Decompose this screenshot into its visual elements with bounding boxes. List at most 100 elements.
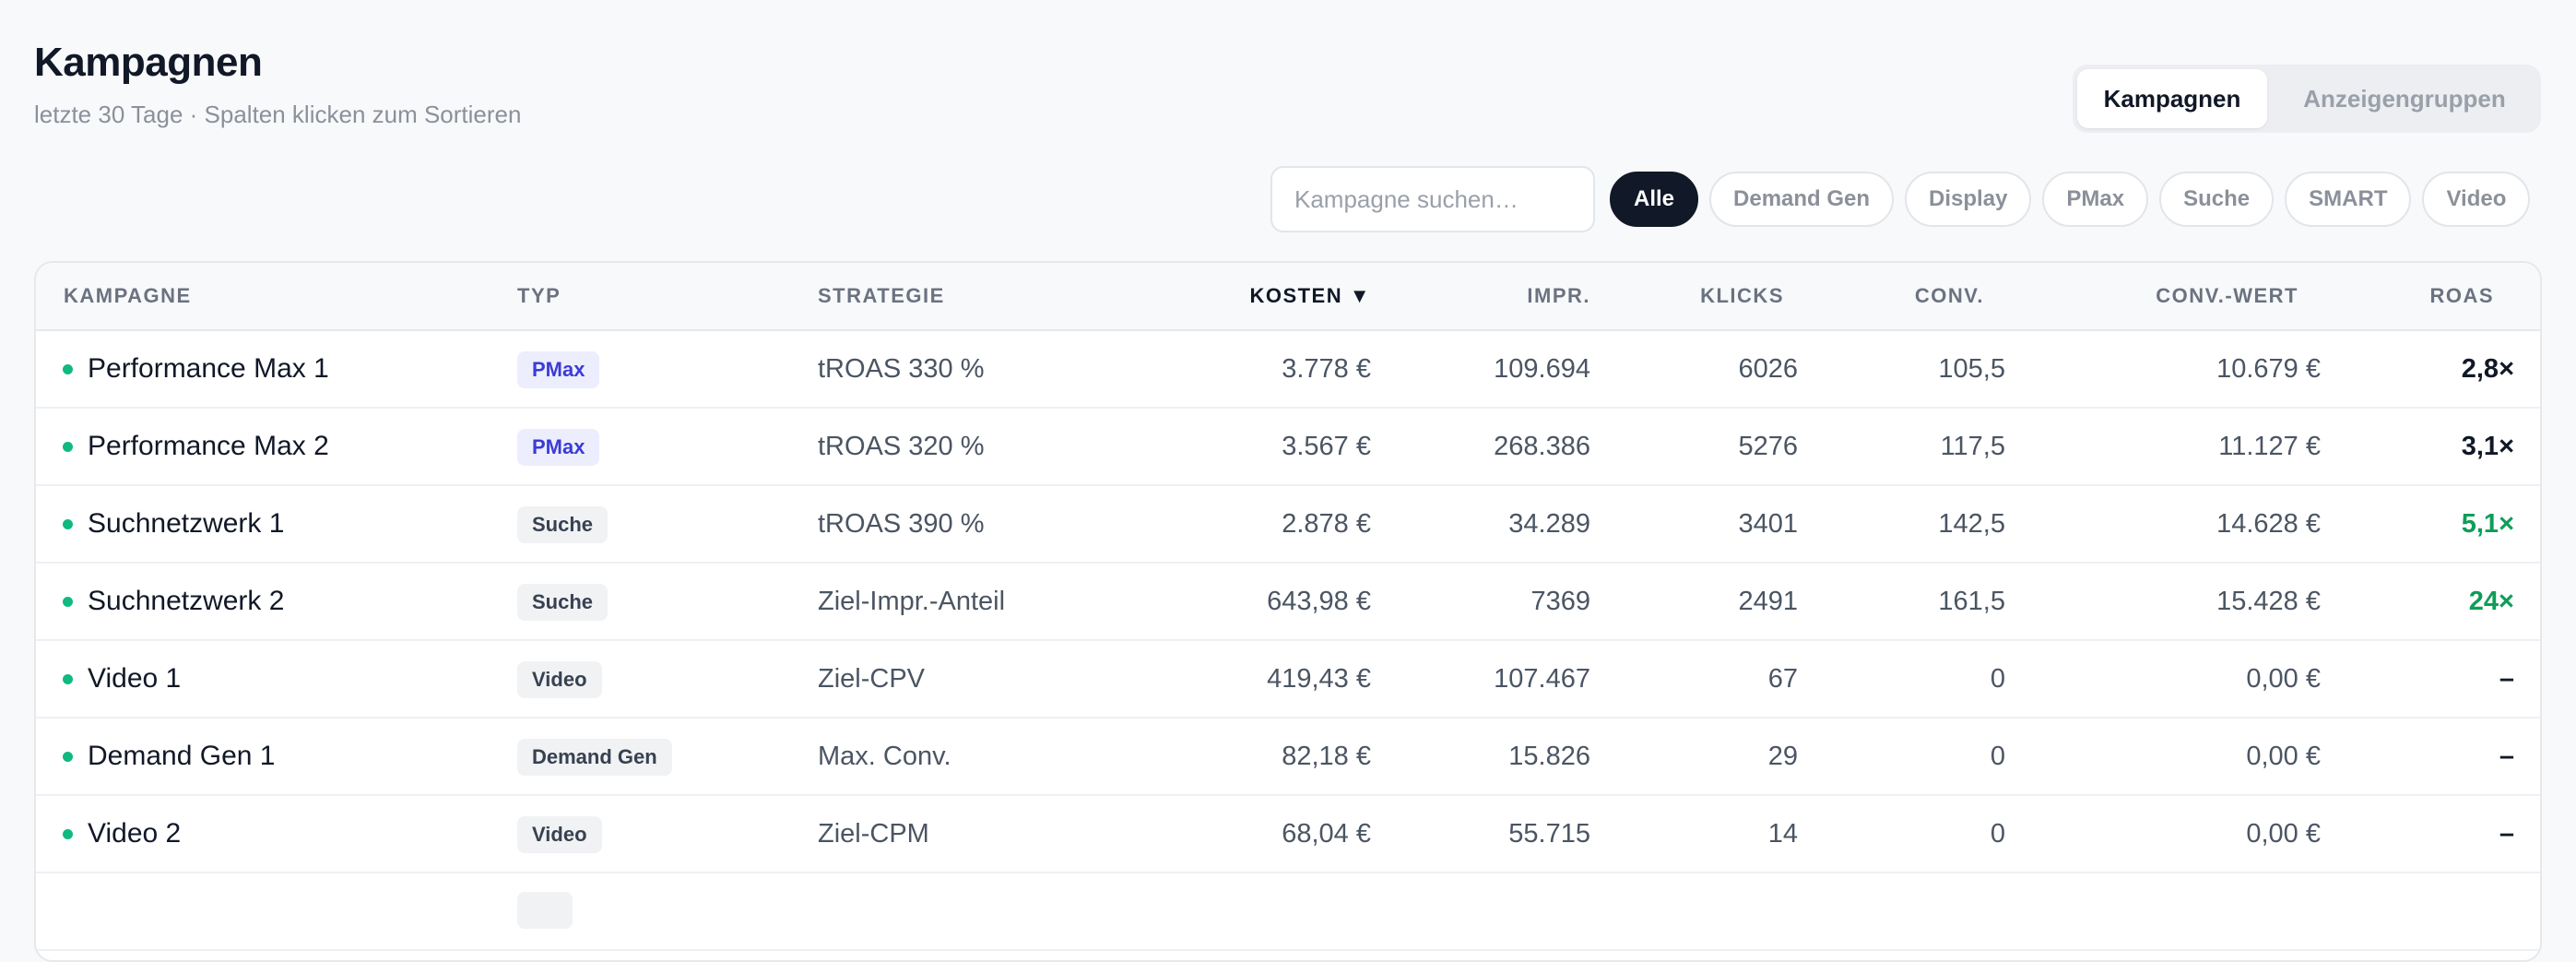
bid-strategy: Ziel-CPM xyxy=(818,819,929,849)
column-header-type[interactable]: TYP xyxy=(517,284,561,307)
filter-chip-display[interactable]: Display xyxy=(1905,172,2032,227)
conversion-value: 11.127 € xyxy=(2218,432,2321,461)
column-header-clicks[interactable]: KLICKS xyxy=(1700,284,1784,307)
impressions-value: 55.715 xyxy=(1508,819,1590,849)
bid-strategy: tROAS 320 % xyxy=(818,432,985,461)
campaign-type-badge: Suche xyxy=(517,506,609,543)
conversions-value: 161,5 xyxy=(1938,587,2005,616)
column-header-impressions[interactable]: IMPR. xyxy=(1527,284,1590,307)
roas-value: 2,8× xyxy=(2461,354,2514,384)
table-row[interactable]: Performance Max 1 PMax tROAS 330 % 3.778 € 1… xyxy=(36,331,2540,409)
campaign-name[interactable]: Performance Max 2 xyxy=(88,431,329,461)
bid-strategy: tROAS 330 % xyxy=(818,354,985,384)
table-row[interactable]: Suchnetzwerk 2 Suche Ziel-Impr.-Anteil 643,… xyxy=(36,564,2540,641)
filter-chip-search[interactable]: Suche xyxy=(2159,172,2275,227)
impressions-value: 34.289 xyxy=(1508,509,1590,539)
table-row[interactable]: Video 2 Video Ziel-CPM 68,04 € 55.715 14 0 0,00… xyxy=(36,796,2540,873)
impressions-value: 7369 xyxy=(1530,587,1590,616)
table-header: KAMPAGNE TYP STRATEGIE KOSTEN ▼ IMPR. KL… xyxy=(36,263,2540,331)
roas-value: 5,1× xyxy=(2461,509,2514,539)
column-header-strategy[interactable]: STRATEGIE xyxy=(818,284,945,307)
status-dot-icon xyxy=(63,597,73,607)
status-dot-icon xyxy=(63,364,73,374)
table-row[interactable]: Suchnetzwerk 1 Suche tROAS 390 % 2.878 € 34.… xyxy=(36,486,2540,564)
filter-chip-demand-gen[interactable]: Demand Gen xyxy=(1709,172,1895,227)
roas-value: 3,1× xyxy=(2461,432,2514,461)
table-row-partial xyxy=(36,873,2540,951)
column-header-conversions[interactable]: CONV. xyxy=(1914,284,1984,307)
page-header: Kampagnen letzte 30 Tage · Spalten klick… xyxy=(34,37,521,129)
filter-chip-pmax[interactable]: PMax xyxy=(2042,172,2149,227)
column-header-conversion-value[interactable]: CONV.-WERT xyxy=(2156,284,2298,307)
bid-strategy: Ziel-Impr.-Anteil xyxy=(818,587,1006,616)
clicks-value: 6026 xyxy=(1738,354,1798,384)
roas-value: 24× xyxy=(2468,587,2514,616)
cost-value: 68,04 € xyxy=(1282,819,1371,849)
clicks-value: 67 xyxy=(1767,664,1798,694)
campaign-type-badge: Demand Gen xyxy=(517,739,672,776)
table-row[interactable]: Video 1 Video Ziel-CPV 419,43 € 107.467 67 0 0,… xyxy=(36,641,2540,719)
campaign-name[interactable]: Suchnetzwerk 1 xyxy=(88,508,285,539)
clicks-value: 29 xyxy=(1767,742,1798,771)
conversions-value: 0 xyxy=(1990,664,2005,694)
campaign-name[interactable]: Video 2 xyxy=(88,818,182,849)
filter-chip-video[interactable]: Video xyxy=(2422,172,2531,227)
conversions-value: 0 xyxy=(1990,742,2005,771)
campaign-type-badge: Video xyxy=(517,816,602,853)
type-filter-chips: Alle Demand Gen Display PMax Suche SMART… xyxy=(1610,172,2531,227)
campaign-type-badge: Suche xyxy=(517,584,609,621)
page-subtitle: letzte 30 Tage · Spalten klicken zum Sor… xyxy=(34,101,522,128)
campaign-name[interactable]: Demand Gen 1 xyxy=(88,741,276,771)
conversion-value: 0,00 € xyxy=(2246,819,2321,849)
clicks-value: 3401 xyxy=(1738,509,1798,539)
table-row[interactable]: Demand Gen 1 Demand Gen Max. Conv. 82,18 € 1… xyxy=(36,719,2540,796)
view-toggle-campaigns[interactable]: Kampagnen xyxy=(2077,69,2267,128)
bid-strategy: Ziel-CPV xyxy=(818,664,926,694)
status-dot-icon xyxy=(63,752,73,762)
column-header-roas[interactable]: ROAS xyxy=(2429,284,2494,307)
status-dot-icon xyxy=(63,442,73,452)
conversions-value: 117,5 xyxy=(1940,432,2005,461)
clicks-value: 14 xyxy=(1767,819,1798,849)
campaign-name[interactable]: Video 1 xyxy=(88,663,182,694)
impressions-value: 109.694 xyxy=(1494,354,1590,384)
view-toggle: Kampagnen Anzeigengruppen xyxy=(2073,65,2541,133)
bid-strategy: tROAS 390 % xyxy=(818,509,985,539)
page-title: Kampagnen xyxy=(34,40,263,85)
view-toggle-adgroups[interactable]: Anzeigengruppen xyxy=(2303,84,2506,113)
conversion-value: 0,00 € xyxy=(2246,664,2321,694)
campaign-type-badge: PMax xyxy=(517,351,600,388)
conversion-value: 14.628 € xyxy=(2216,509,2321,539)
roas-value: – xyxy=(2499,819,2514,849)
cost-value: 2.878 € xyxy=(1282,509,1371,539)
campaign-name[interactable]: Performance Max 1 xyxy=(88,353,329,384)
status-dot-icon xyxy=(63,674,73,684)
column-header-cost[interactable]: KOSTEN ▼ xyxy=(1249,284,1371,307)
campaign-type-badge: PMax xyxy=(517,429,600,466)
clicks-value: 5276 xyxy=(1738,432,1798,461)
roas-value: – xyxy=(2499,664,2514,694)
campaign-name[interactable]: Suchnetzwerk 2 xyxy=(88,586,285,616)
impressions-value: 107.467 xyxy=(1494,664,1590,694)
filter-chip-all[interactable]: Alle xyxy=(1610,172,1699,227)
conversions-value: 105,5 xyxy=(1938,354,2005,384)
table-row[interactable]: Performance Max 2 PMax tROAS 320 % 3.567 € 2… xyxy=(36,409,2540,486)
status-dot-icon xyxy=(63,829,73,839)
conversion-value: 15.428 € xyxy=(2216,587,2321,616)
clicks-value: 2491 xyxy=(1738,587,1798,616)
campaign-table: KAMPAGNE TYP STRATEGIE KOSTEN ▼ IMPR. KL… xyxy=(34,261,2542,962)
filter-chip-smart[interactable]: SMART xyxy=(2285,172,2412,227)
impressions-value: 15.826 xyxy=(1508,742,1590,771)
conversions-value: 0 xyxy=(1990,819,2005,849)
cost-value: 3.567 € xyxy=(1282,432,1371,461)
column-header-campaign[interactable]: KAMPAGNE xyxy=(64,284,192,307)
campaign-type-badge: Video xyxy=(517,661,602,698)
status-dot-icon xyxy=(63,519,73,529)
conversion-value: 10.679 € xyxy=(2216,354,2321,384)
impressions-value: 268.386 xyxy=(1494,432,1590,461)
cost-value: 643,98 € xyxy=(1267,587,1371,616)
bid-strategy: Max. Conv. xyxy=(818,742,951,771)
campaign-type-badge xyxy=(517,892,573,929)
conversion-value: 0,00 € xyxy=(2246,742,2321,771)
search-input[interactable] xyxy=(1270,166,1595,232)
